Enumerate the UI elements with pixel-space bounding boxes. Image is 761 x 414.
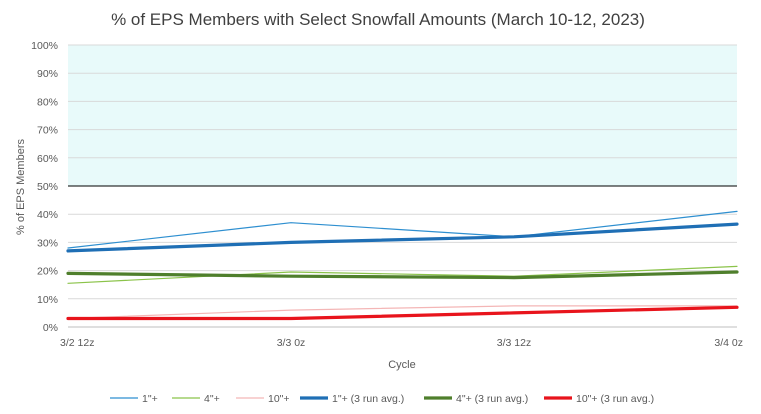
series-line — [66, 305, 739, 321]
legend-label: 10"+ (3 run avg.) — [576, 393, 654, 405]
y-tick-label: 0% — [43, 322, 58, 334]
plot-background — [68, 45, 737, 186]
series-lines — [66, 210, 739, 321]
x-tick-label: 3/4 0z — [714, 337, 743, 349]
series-line — [67, 265, 738, 284]
chart-title: % of EPS Members with Select Snowfall Am… — [111, 10, 645, 29]
shaded-region — [68, 45, 737, 186]
legend-label: 4"+ — [204, 393, 220, 405]
x-tick-label: 3/2 12z — [60, 337, 94, 349]
y-tick-label: 90% — [37, 68, 58, 80]
y-tick-label: 20% — [37, 266, 58, 278]
series-line — [67, 210, 738, 249]
y-tick-label: 80% — [37, 96, 58, 108]
y-tick-label: 50% — [37, 181, 58, 193]
legend-label: 4"+ (3 run avg.) — [456, 393, 528, 405]
y-tick-label: 10% — [37, 294, 58, 306]
y-tick-label: 30% — [37, 237, 58, 249]
legend: 1"+ 4"+ 10"+ 1"+ (3 run avg.) 4"+ (3 run avg… — [110, 393, 654, 405]
series-line — [66, 270, 739, 280]
legend-label: 1"+ — [142, 393, 158, 405]
y-tick-label: 60% — [37, 153, 58, 165]
legend-label: 1"+ (3 run avg.) — [332, 393, 404, 405]
y-tick-label: 40% — [37, 209, 58, 221]
x-axis-ticks: 3/2 12z 3/3 0z 3/3 12z 3/4 0z — [60, 337, 743, 349]
x-tick-label: 3/3 0z — [277, 337, 306, 349]
y-tick-label: 70% — [37, 125, 58, 137]
y-tick-label: 100% — [31, 40, 58, 52]
series-line — [67, 305, 738, 320]
series-line — [66, 222, 739, 253]
y-axis-label: % of EPS Members — [15, 139, 27, 235]
gridlines — [68, 44, 737, 328]
x-axis-label: Cycle — [388, 359, 416, 371]
y-axis-ticks: 0% 10% 20% 30% 40% 50% 60% 70% 80% 90% 100% — [31, 40, 58, 334]
x-tick-label: 3/3 12z — [497, 337, 531, 349]
legend-label: 10"+ — [268, 393, 290, 405]
